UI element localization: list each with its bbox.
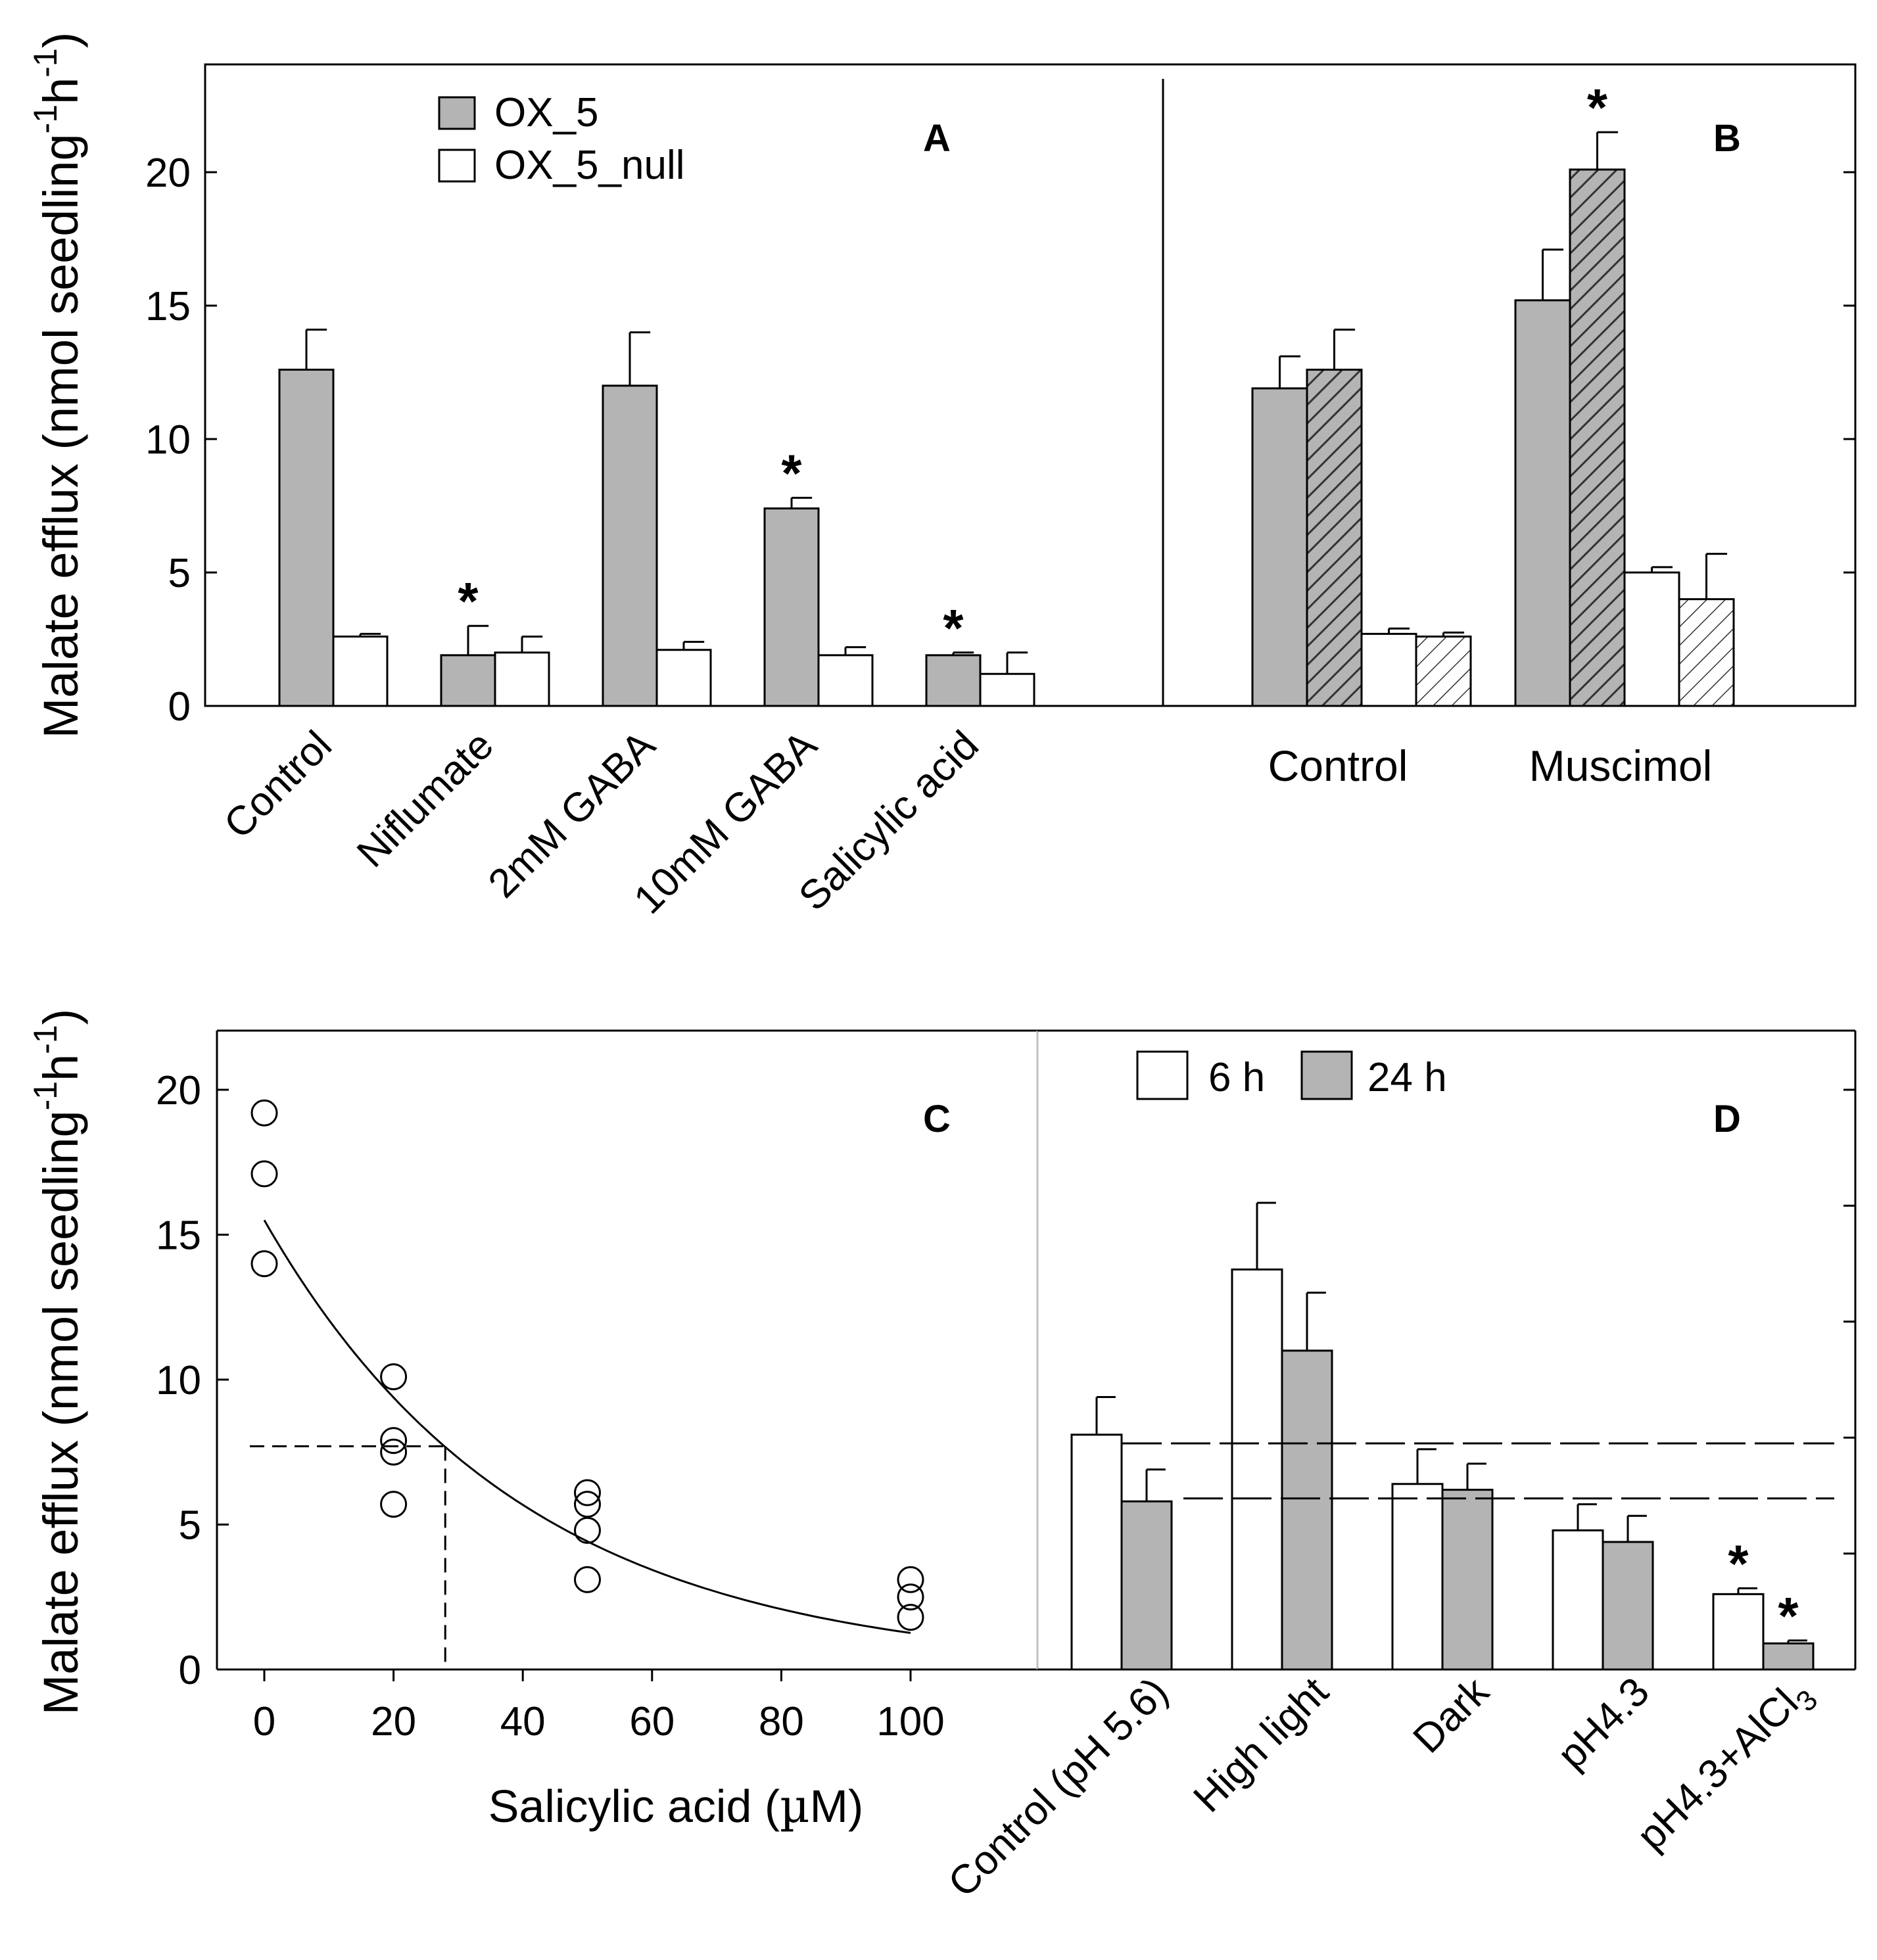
scatter-point-9 xyxy=(574,1516,601,1544)
ytick-label-a-4: 20 xyxy=(145,151,191,196)
significance-a-0: * xyxy=(458,572,479,630)
legend-swatch-6h xyxy=(1136,1050,1189,1100)
scatter-point-8 xyxy=(574,1491,601,1518)
scatter-point-0 xyxy=(250,1099,278,1127)
xtick-label-c-2: 40 xyxy=(500,1699,546,1744)
ytick-label-a-1: 5 xyxy=(168,551,191,596)
bar-b-7 xyxy=(1678,598,1735,707)
xtick-label-d-0: Control (pH 5.6) xyxy=(939,1669,1177,1906)
bar-a-ox5-0 xyxy=(278,368,335,707)
xtick-label-a-1: Niflumate xyxy=(348,722,502,876)
panel-c-plot: 0 5 10 15 20 0 20 40 60 80 100 xyxy=(156,1068,945,1744)
legend-swatch-ox5 xyxy=(438,96,476,130)
ytick-label-c-4: 20 xyxy=(156,1068,201,1113)
legend-swatch-24h xyxy=(1300,1050,1353,1100)
scatter-point-7 xyxy=(574,1479,601,1506)
scatter-point-5 xyxy=(380,1438,408,1466)
bar-d-6h-3 xyxy=(1552,1529,1604,1671)
panel-a-plot: 0 5 10 15 20 * * * xyxy=(145,151,1035,730)
scatter-point-10 xyxy=(574,1566,601,1593)
bar-b-5 xyxy=(1569,168,1626,707)
panel-label-a: A xyxy=(923,117,951,160)
panel-label-c: C xyxy=(923,1098,951,1140)
bar-b-1 xyxy=(1306,368,1363,707)
significance-a-1: * xyxy=(781,444,802,502)
bar-b-6 xyxy=(1623,571,1680,707)
panel-label-d: D xyxy=(1713,1098,1741,1140)
scatter-point-13 xyxy=(897,1604,924,1631)
bar-a-ox5-2 xyxy=(602,385,658,707)
scatter-point-11 xyxy=(897,1566,924,1593)
bar-d-6h-4 xyxy=(1712,1593,1765,1671)
xtick-label-c-4: 80 xyxy=(759,1699,804,1744)
xtick-label-a-0: Control xyxy=(216,722,341,847)
y-axis-label-top: Malate efflux (nmol seedling-1h-1) xyxy=(27,32,88,739)
bar-a-ox5-null-3 xyxy=(817,654,874,707)
scatter-point-4 xyxy=(380,1427,408,1455)
bar-a-ox5-null-0 xyxy=(332,635,389,707)
xtick-label-d-1: High light xyxy=(1185,1669,1337,1821)
panel-b-plot: * xyxy=(1251,78,1855,707)
ytick-label-a-3: 15 xyxy=(145,284,191,329)
xtick-label-d-3: pH4.3 xyxy=(1549,1669,1658,1778)
xtick-label-c-1: 20 xyxy=(371,1699,416,1744)
legend-label-24h: 24 h xyxy=(1367,1055,1447,1100)
scatter-point-2 xyxy=(250,1250,278,1278)
bar-d-24h-0 xyxy=(1120,1500,1173,1671)
bar-a-ox5-null-2 xyxy=(655,649,712,707)
legend-d: 6 h 24 h xyxy=(1136,1050,1447,1100)
y-axis-label-bottom: Malate efflux (nmol seedling-1h-1) xyxy=(27,1009,88,1715)
ytick-label-c-0: 0 xyxy=(179,1648,201,1693)
legend-a: OX_5 OX_5_null xyxy=(438,90,685,188)
xtick-label-c-3: 60 xyxy=(629,1699,675,1744)
scatter-point-1 xyxy=(250,1160,278,1188)
legend-label-ox5: OX_5 xyxy=(494,90,599,135)
bar-d-6h-2 xyxy=(1391,1483,1444,1671)
scatter-point-12 xyxy=(897,1583,924,1611)
ytick-label-a-2: 10 xyxy=(145,417,191,463)
bar-d-6h-1 xyxy=(1231,1268,1283,1671)
bar-d-24h-2 xyxy=(1441,1489,1494,1671)
scatter-point-6 xyxy=(380,1491,408,1518)
xtick-label-b-1: Muscimol xyxy=(1529,741,1713,790)
significance-d-0: * xyxy=(1728,1535,1749,1593)
bar-a-ox5-3 xyxy=(763,507,820,707)
x-axis-label-c: Salicylic acid (µM) xyxy=(488,1779,864,1833)
ytick-label-c-1: 5 xyxy=(179,1503,201,1549)
bar-b-0 xyxy=(1251,387,1308,707)
bar-b-3 xyxy=(1415,635,1472,707)
ytick-label-c-3: 15 xyxy=(156,1213,201,1259)
bar-a-ox5-1 xyxy=(440,654,496,707)
legend-label-6h: 6 h xyxy=(1208,1055,1265,1100)
panel-d-plot: ** xyxy=(1070,1088,1855,1671)
significance-d-1: * xyxy=(1778,1587,1799,1645)
xtick-label-d-4: pH4.3+AlCl3 xyxy=(1628,1669,1824,1865)
significance-a-2: * xyxy=(943,599,964,657)
legend-swatch-ox5-null xyxy=(438,149,476,183)
legend-label-ox5-null: OX_5_null xyxy=(494,143,685,188)
fit-curve xyxy=(263,1219,911,1634)
bar-b-2 xyxy=(1360,632,1417,707)
xtick-label-c-5: 100 xyxy=(876,1699,944,1744)
bar-a-ox5-4 xyxy=(925,654,982,707)
xtick-label-c-0: 0 xyxy=(253,1699,275,1744)
panel-label-b: B xyxy=(1713,117,1741,160)
ytick-label-c-2: 10 xyxy=(156,1358,201,1403)
bar-a-ox5-null-4 xyxy=(979,672,1035,707)
significance-b-0: * xyxy=(1587,78,1608,137)
scatter-point-3 xyxy=(380,1363,408,1391)
xtick-label-b-0: Control xyxy=(1268,741,1408,790)
bar-d-24h-4 xyxy=(1762,1642,1815,1671)
bar-d-6h-0 xyxy=(1070,1434,1123,1671)
ytick-label-a-0: 0 xyxy=(168,684,191,730)
bar-d-24h-3 xyxy=(1602,1541,1654,1671)
bar-a-ox5-null-1 xyxy=(494,651,550,707)
xtick-label-d-2: Dark xyxy=(1405,1668,1498,1762)
bar-d-24h-1 xyxy=(1281,1349,1333,1671)
bar-b-4 xyxy=(1514,299,1571,707)
